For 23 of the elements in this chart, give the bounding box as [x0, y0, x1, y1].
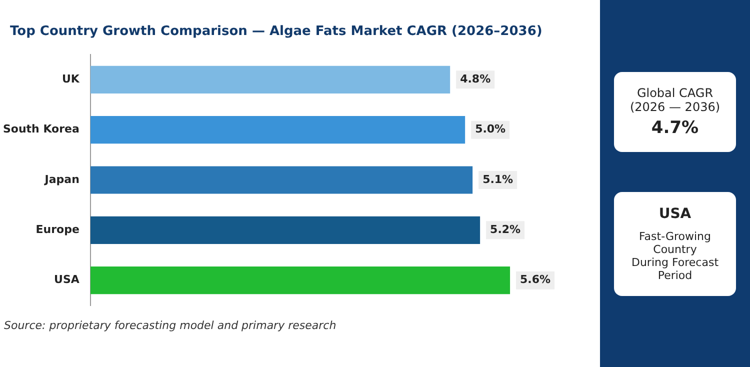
source-note: Source: proprietary forecasting model and primary research [3, 318, 338, 332]
data-label: 5.0% [475, 122, 506, 136]
y-tick-label: UK [62, 72, 80, 86]
chart-title: Top Country Growth Comparison — Algae Fats Market CAGR (2026–2036) [9, 23, 544, 41]
data-label: 5.2% [490, 223, 521, 236]
data-label: 5.6% [520, 273, 551, 286]
bar [90, 216, 480, 244]
text: 4.7% [650, 118, 700, 138]
text: USA [658, 206, 692, 222]
y-tick-label: USA [54, 273, 80, 286]
text: During Forecast Period [630, 256, 720, 282]
bar [90, 66, 450, 94]
bar [90, 116, 466, 144]
y-tick-label: South Korea [2, 122, 80, 136]
text: Global CAGR [636, 86, 714, 100]
data-label: 5.1% [482, 172, 514, 186]
text: Fast-Growing Country [638, 230, 712, 256]
y-tick-label: Europe [36, 223, 80, 236]
y-tick-label: Japan [44, 172, 80, 186]
bar [90, 166, 473, 194]
bar [90, 266, 510, 294]
text: (2026 — 2036) [628, 100, 722, 114]
data-label: 4.8% [460, 72, 491, 86]
